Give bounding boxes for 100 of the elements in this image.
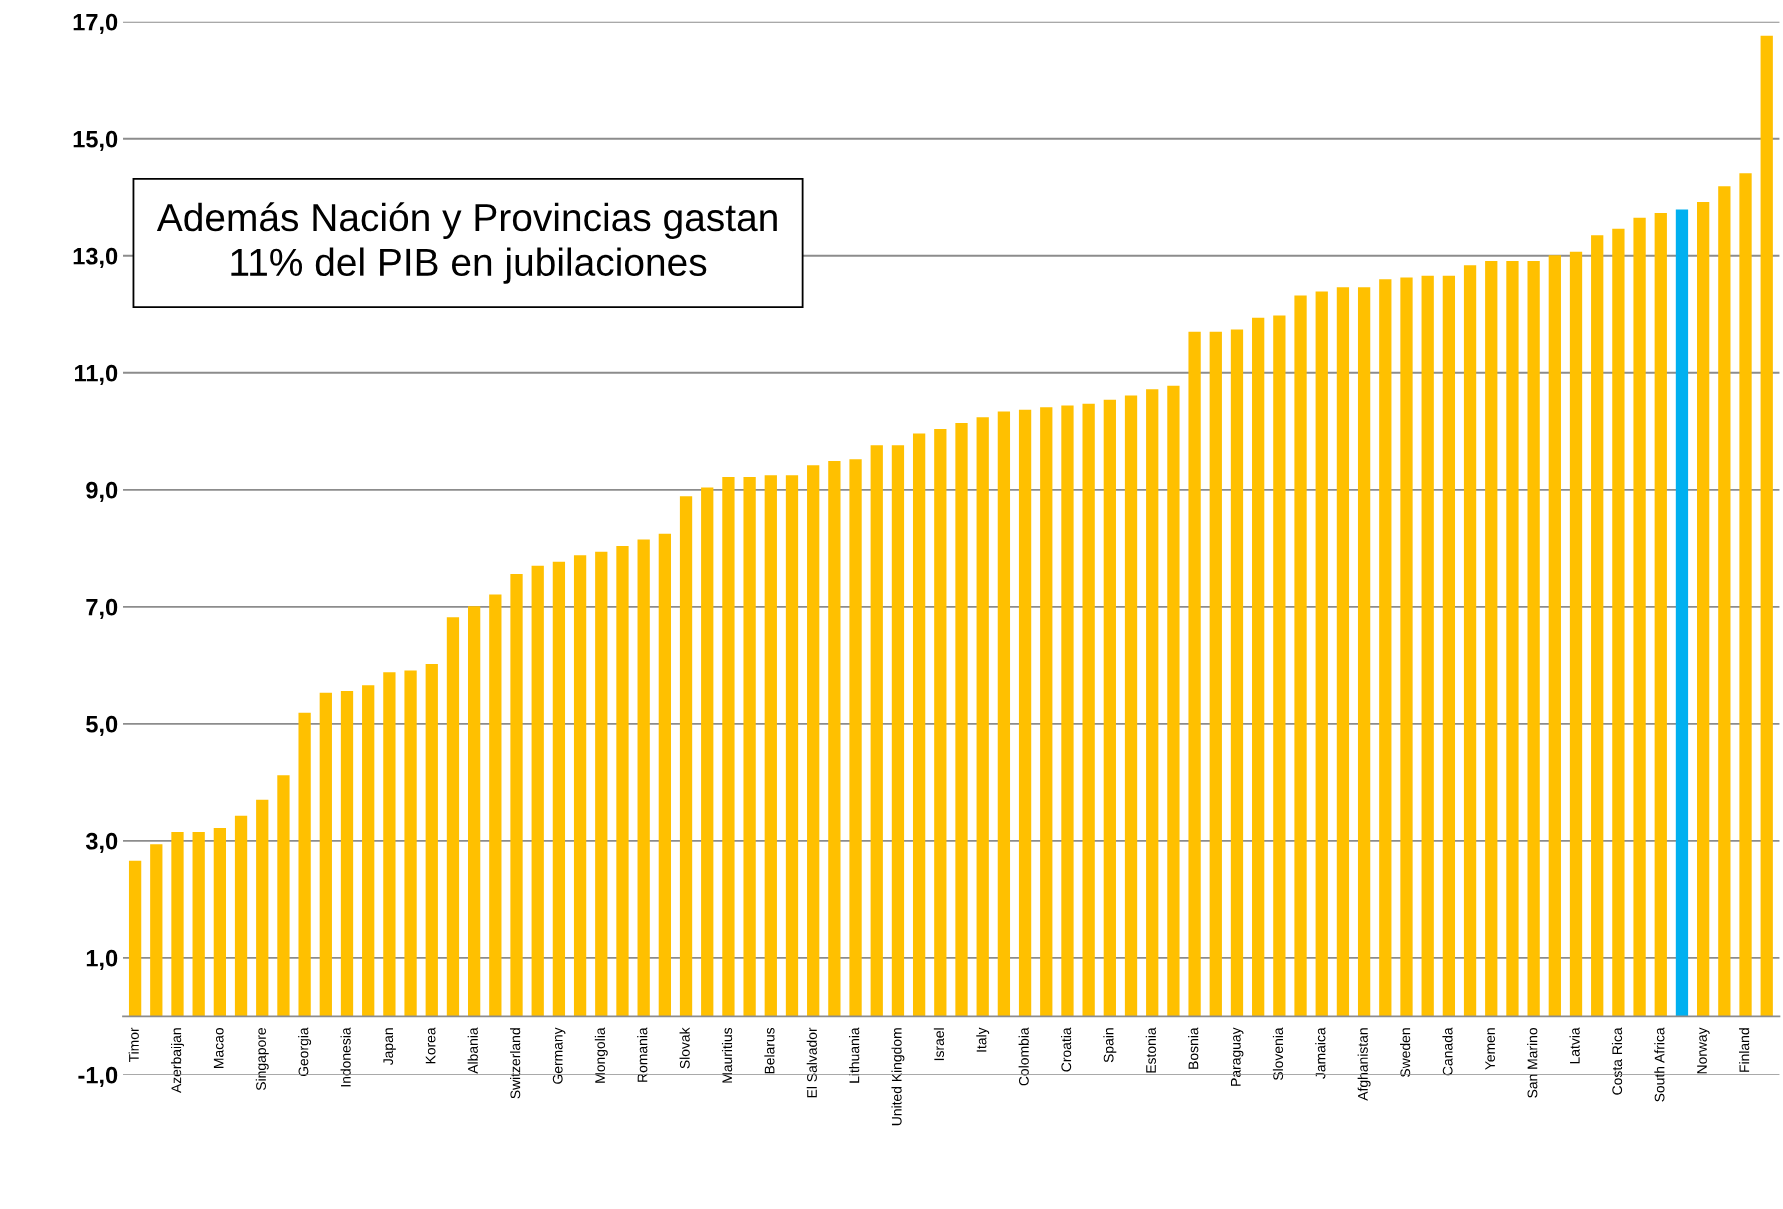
x-tick-label: Israel [933, 1028, 945, 1061]
bar [510, 574, 523, 1017]
bar [1294, 295, 1307, 1017]
bar [1506, 261, 1519, 1017]
x-tick-label: Yemen [1485, 1028, 1495, 1070]
x-tick-label: Romania [637, 1027, 648, 1082]
bar [1273, 315, 1286, 1017]
bar [425, 664, 438, 1017]
bar [1061, 405, 1074, 1017]
bar [1018, 409, 1032, 1017]
bar [1315, 291, 1328, 1017]
bar [383, 672, 396, 1017]
bar [785, 475, 799, 1017]
x-tick-label: Estonia [1145, 1027, 1156, 1073]
x-tick-label: Norway [1697, 1027, 1710, 1074]
x-tick-label: United Kingdom [891, 1028, 905, 1126]
x-tick-label: Timor [128, 1027, 139, 1063]
bar [679, 496, 693, 1017]
x-tick-label: Colombia [1018, 1027, 1029, 1086]
bar [192, 832, 205, 1017]
y-tick-label: 17,0 [73, 13, 118, 34]
bar [489, 594, 502, 1017]
bar [213, 827, 227, 1017]
x-tick-label: Costa Rica [1611, 1027, 1623, 1095]
bar [828, 461, 841, 1017]
bar [552, 561, 566, 1017]
bar [955, 423, 968, 1017]
bar [1633, 217, 1646, 1017]
x-tick-label: Slovak [679, 1027, 690, 1069]
bar [1103, 399, 1116, 1017]
bar [1146, 389, 1159, 1017]
bar [340, 691, 354, 1017]
x-tick-label: Finland [1739, 1028, 1750, 1072]
x-tick-label: Bosnia [1188, 1027, 1199, 1069]
bar [1463, 265, 1477, 1017]
x-tick-label: Spain [1103, 1028, 1117, 1063]
bar [997, 411, 1011, 1017]
bar [150, 844, 163, 1017]
x-tick-label: Mongolia [594, 1027, 608, 1083]
x-tick-label: Mauritius [721, 1027, 733, 1083]
y-tick-label: 13,0 [73, 247, 118, 268]
y-tick-label: 7,0 [86, 598, 118, 619]
bar [912, 433, 926, 1017]
bar [404, 670, 417, 1017]
bar [1697, 201, 1710, 1017]
bar [531, 565, 544, 1017]
x-tick-label: Albania [467, 1027, 478, 1074]
bar [171, 832, 184, 1017]
bar [658, 533, 671, 1017]
bar [319, 692, 332, 1017]
x-tick-label: Jamaica [1315, 1027, 1326, 1079]
bar [1739, 173, 1752, 1017]
bar [743, 476, 756, 1017]
y-tick-label: 3,0 [85, 832, 118, 853]
bar [849, 459, 862, 1017]
y-tick-label: 1,0 [86, 949, 118, 971]
bar [1442, 275, 1456, 1017]
bar [1252, 317, 1265, 1017]
bar [298, 712, 311, 1017]
x-tick-label: Afghanistan [1357, 1028, 1371, 1101]
bar [1230, 329, 1244, 1017]
x-tick-label: Singapore [255, 1028, 269, 1091]
annotation: Además Nación y Provincias gastan 11% del PIB en jubilaciones [156, 202, 777, 284]
x-tick-label: Sweden [1400, 1028, 1411, 1077]
x-tick-label: Japan [383, 1028, 396, 1066]
bar [468, 606, 481, 1017]
x-tick-label: Georgia [298, 1027, 312, 1077]
y-tick-label: 11,0 [75, 364, 118, 385]
x-tick-label: Indonesia [340, 1027, 351, 1087]
bar [934, 428, 947, 1017]
x-tick-label: Latvia [1569, 1027, 1580, 1064]
bar [701, 487, 714, 1017]
bar [1124, 395, 1138, 1017]
x-tick-label: Azerbaijan [171, 1028, 184, 1093]
bar [1569, 251, 1583, 1017]
bar [1209, 331, 1222, 1017]
y-tick-label: 5,0 [86, 715, 118, 736]
x-tick-label: San Marino [1527, 1027, 1538, 1098]
bar [1167, 385, 1180, 1017]
bar [764, 475, 777, 1017]
y-tick-label: 15,0 [73, 130, 118, 151]
x-tick-label: South Africa [1654, 1027, 1665, 1102]
bar [1188, 331, 1201, 1017]
bar [891, 445, 905, 1017]
bar [234, 815, 248, 1017]
bar [1675, 209, 1689, 1017]
x-tick-label: Macao [213, 1027, 224, 1068]
bar [446, 617, 460, 1017]
x-tick-label: Germany [552, 1027, 566, 1084]
bar [1040, 407, 1053, 1017]
x-tick-label: Korea [425, 1027, 436, 1064]
bar [807, 465, 820, 1017]
bar [362, 685, 375, 1017]
bar [1485, 261, 1498, 1017]
bar [1612, 228, 1625, 1017]
bar [1082, 403, 1095, 1017]
bar [1654, 213, 1667, 1017]
bar [1718, 186, 1731, 1017]
bar [1421, 275, 1434, 1017]
bar [1357, 287, 1371, 1017]
